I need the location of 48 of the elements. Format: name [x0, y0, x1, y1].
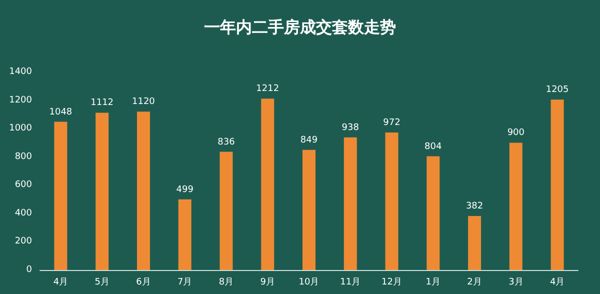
bar: [385, 132, 398, 270]
bar: [136, 112, 150, 270]
x-tick-label: 1月: [426, 278, 441, 288]
data-label: 499: [176, 184, 194, 195]
y-tick-label: 600: [14, 180, 32, 190]
y-tick-label: 1200: [9, 95, 32, 106]
bar: [509, 142, 522, 270]
y-tick-label: 400: [14, 208, 32, 218]
data-label: 836: [218, 137, 236, 148]
bar: [178, 199, 192, 270]
data-label: 382: [466, 201, 484, 212]
bar: [54, 122, 68, 270]
bar: [468, 216, 482, 270]
bar: [220, 152, 233, 270]
x-tick-label: 3月: [508, 278, 524, 288]
chart-title: 一年内二手房成交套数走势: [204, 18, 396, 36]
bar: [426, 156, 440, 270]
data-label: 804: [424, 142, 442, 152]
data-label: 849: [300, 135, 318, 146]
data-label: 1048: [49, 107, 72, 118]
y-tick-label: 1000: [9, 124, 32, 134]
x-tick-label: 9月: [260, 278, 275, 288]
data-label: 972: [383, 118, 400, 128]
x-tick-label: 2月: [467, 278, 482, 288]
data-label: 900: [507, 128, 525, 138]
y-tick-label: 200: [14, 236, 32, 247]
data-label: 1112: [90, 98, 114, 108]
bar: [302, 150, 316, 270]
y-tick-label: 0: [26, 265, 32, 275]
x-tick-label: 8月: [218, 278, 234, 288]
bar: [550, 100, 564, 270]
x-tick-label: 5月: [94, 278, 110, 288]
data-label: 1205: [546, 85, 569, 96]
y-tick-label: 1400: [9, 67, 32, 77]
data-label: 1212: [256, 84, 280, 94]
x-tick-label: 7月: [177, 278, 192, 288]
x-tick-label: 12月: [382, 278, 402, 288]
x-tick-label: 4月: [53, 278, 68, 288]
y-tick-label: 800: [14, 152, 32, 162]
bar: [261, 98, 274, 270]
data-label: 938: [342, 122, 360, 133]
data-label: 1120: [132, 97, 156, 108]
x-tick-label: 10月: [298, 278, 320, 288]
bar: [96, 112, 109, 270]
x-tick-label: 6月: [136, 278, 151, 288]
x-tick-label: 4月: [550, 278, 565, 288]
x-tick-label: 11月: [340, 278, 361, 288]
bar: [344, 137, 357, 270]
